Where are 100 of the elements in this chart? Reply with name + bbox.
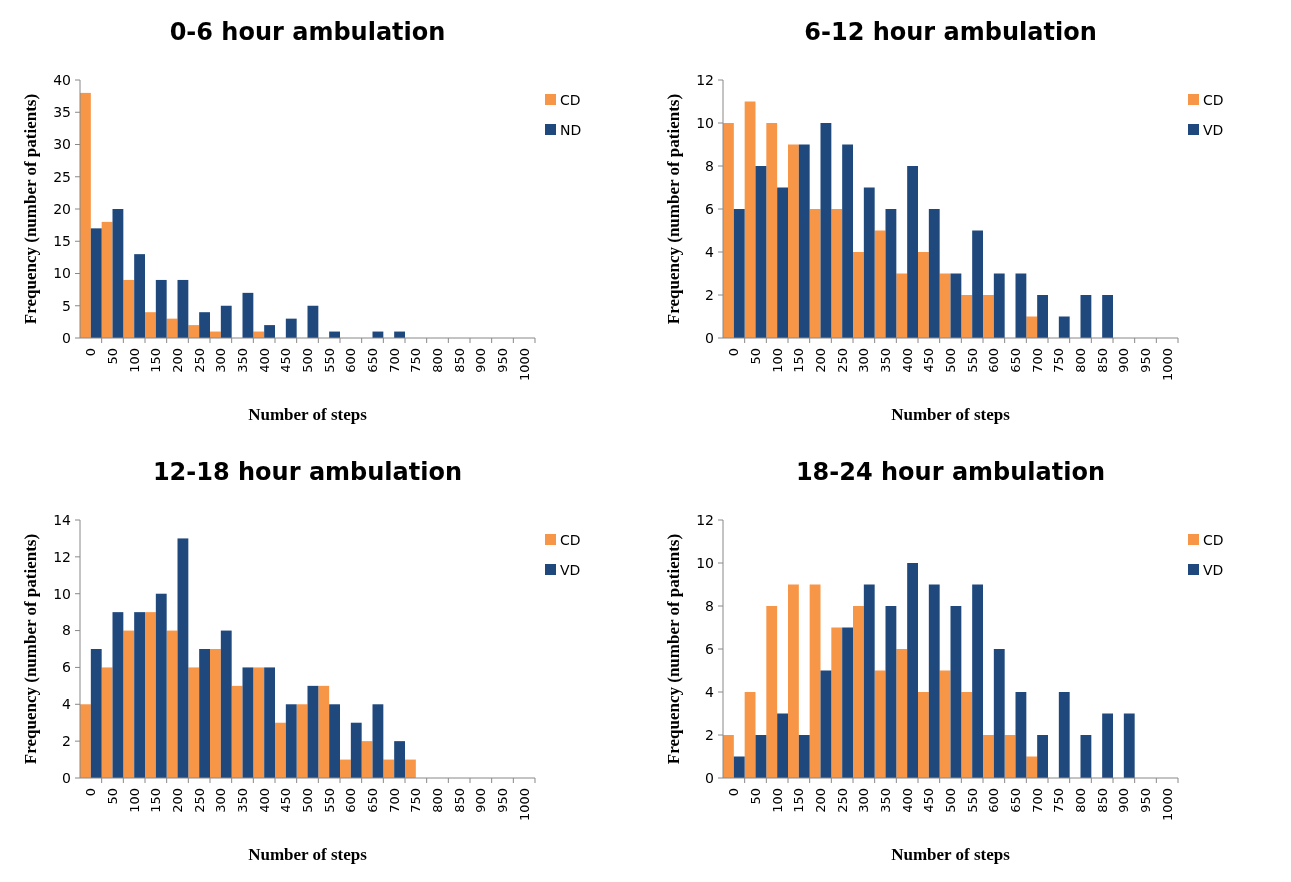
x-tick-label: 350: [878, 788, 894, 813]
x-tick-label: 250: [834, 788, 850, 813]
y-tick-label: 8: [705, 597, 714, 614]
x-tick-label: 0: [83, 788, 99, 797]
x-tick-label: 800: [1073, 348, 1089, 373]
x-tick-label: 500: [943, 348, 959, 373]
bar: [405, 759, 416, 778]
bar: [766, 123, 778, 338]
bar: [166, 318, 178, 338]
bar: [318, 685, 330, 778]
bar: [80, 704, 91, 778]
bar: [733, 209, 745, 338]
y-tick-label: 10: [696, 554, 714, 571]
y-tick-label: 10: [53, 585, 71, 602]
x-tick-label: 1000: [516, 348, 532, 382]
bar: [744, 692, 756, 778]
bar: [907, 166, 918, 338]
bar: [394, 741, 405, 778]
bar: [210, 649, 221, 778]
bar: [123, 279, 135, 338]
bar: [874, 670, 886, 778]
bar: [885, 606, 897, 778]
x-tick-label: 900: [473, 348, 489, 373]
bar: [264, 325, 275, 338]
x-tick-label: 250: [834, 348, 850, 373]
bar: [285, 704, 297, 778]
bar: [220, 630, 232, 778]
bar: [1058, 692, 1070, 778]
x-tick-label: 0: [726, 348, 742, 357]
legend-label: VD: [1203, 561, 1224, 578]
x-tick-label: 350: [878, 348, 894, 373]
bar: [798, 735, 810, 778]
x-tick-label: 150: [791, 788, 807, 813]
x-tick-label: 800: [1073, 788, 1089, 813]
y-tick-label: 8: [62, 622, 71, 639]
x-tick-label: 750: [408, 348, 424, 373]
x-tick-label: 100: [126, 348, 142, 373]
bar: [777, 187, 788, 338]
y-tick-label: 0: [705, 769, 714, 786]
y-tick-label: 14: [53, 511, 72, 528]
bar: [820, 670, 832, 778]
bar: [885, 209, 897, 338]
bar: [928, 209, 940, 338]
bar: [983, 735, 994, 778]
x-tick-label: 450: [921, 788, 937, 813]
y-axis-title: Frequency (number of patients): [664, 533, 683, 765]
bar: [145, 312, 156, 338]
bar: [820, 123, 832, 338]
x-tick-label: 400: [256, 348, 272, 373]
y-tick-label: 10: [696, 114, 714, 131]
x-tick-label: 600: [343, 788, 359, 813]
bar: [1015, 692, 1027, 778]
chart-title: 0-6 hour ambulation: [169, 18, 446, 46]
y-axis-title: Frequency (number of patients): [664, 93, 683, 325]
x-tick-label: 300: [856, 348, 872, 373]
bar: [831, 209, 843, 338]
bar: [383, 759, 395, 778]
chart-title: 6-12 hour ambulation: [804, 18, 1097, 46]
bar: [863, 187, 875, 338]
y-tick-label: 0: [62, 769, 71, 786]
x-axis-title: Number of steps: [248, 845, 368, 864]
legend-label: VD: [1203, 121, 1224, 138]
bar: [961, 692, 973, 778]
x-tick-label: 0: [726, 788, 742, 797]
bar: [1080, 735, 1092, 778]
bar: [777, 713, 788, 778]
bar: [112, 209, 124, 338]
bar: [242, 292, 254, 338]
bar: [809, 209, 821, 338]
chart-title: 18-24 hour ambulation: [795, 458, 1106, 486]
bar: [809, 584, 821, 778]
y-tick-label: 12: [53, 548, 71, 565]
y-tick-label: 30: [53, 136, 71, 153]
x-axis-title: Number of steps: [248, 405, 368, 424]
bar: [231, 685, 243, 778]
x-tick-label: 650: [365, 788, 381, 813]
x-tick-label: 750: [1051, 788, 1067, 813]
x-tick-label: 850: [1094, 348, 1110, 373]
y-axis-title: Frequency (number of patients): [21, 93, 40, 325]
bar: [177, 279, 189, 338]
x-tick-label: 600: [343, 348, 359, 373]
x-tick-label: 650: [1008, 788, 1024, 813]
bar: [853, 252, 864, 338]
bar: [928, 584, 940, 778]
bar: [950, 273, 962, 338]
bar: [961, 295, 973, 338]
x-tick-label: 400: [899, 348, 915, 373]
bar: [993, 273, 1005, 338]
bar: [188, 325, 200, 338]
y-tick-label: 10: [53, 265, 71, 282]
x-tick-label: 550: [964, 348, 980, 373]
bar: [166, 630, 178, 778]
bar: [253, 667, 265, 778]
y-tick-label: 25: [53, 168, 71, 185]
x-tick-label: 50: [748, 348, 764, 365]
bar: [134, 254, 145, 338]
x-tick-label: 150: [148, 788, 164, 813]
bar: [896, 273, 908, 338]
bar: [874, 230, 886, 338]
x-tick-label: 550: [964, 788, 980, 813]
